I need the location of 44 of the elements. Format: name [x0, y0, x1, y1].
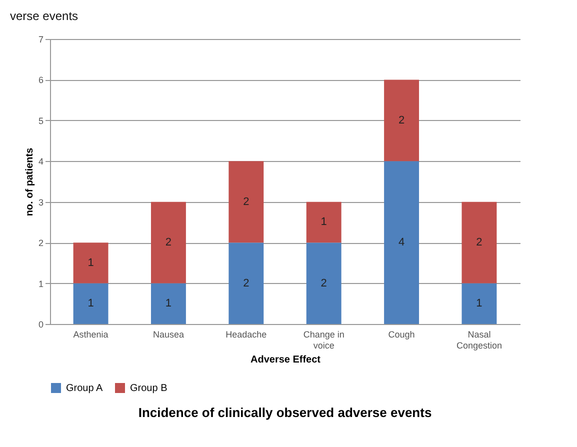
y-tick-label: 5: [38, 116, 44, 126]
data-label: 1: [88, 298, 94, 310]
y-tick-label: 4: [38, 156, 44, 167]
bar: [306, 202, 342, 243]
data-label: 1: [88, 256, 94, 269]
x-tick-label: Change in voice: [303, 330, 344, 350]
x-tick-label: Nausea: [152, 330, 184, 340]
bar: [462, 202, 497, 284]
data-label: 2: [320, 277, 327, 290]
data-label: 2: [243, 277, 250, 290]
y-tick-label: 7: [38, 34, 44, 44]
bar: [73, 283, 108, 324]
x-tick-label: Asthenia: [73, 330, 108, 340]
bar: [384, 80, 420, 162]
bar: [150, 283, 186, 324]
bar: [73, 242, 108, 284]
x-tick-label: Cough: [388, 330, 415, 340]
y-tick-label: 2: [38, 238, 44, 248]
x-tick-label: Headache: [226, 330, 267, 340]
x-tick-label: Nasal Congestion: [456, 330, 502, 350]
y-axis-title: no. of patients: [24, 147, 36, 216]
data-label: 2: [476, 236, 482, 249]
data-label: 2: [243, 196, 250, 208]
bar: [306, 242, 342, 324]
data-label: 1: [165, 298, 172, 310]
bar: [150, 202, 186, 284]
bar: [228, 242, 264, 324]
bar: [228, 161, 264, 243]
bar: [462, 283, 497, 324]
data-label: 2: [398, 114, 405, 126]
y-tick-label: 0: [38, 320, 44, 330]
data-label: 1: [476, 298, 482, 310]
data-label: 2: [165, 236, 172, 249]
data-label: 1: [320, 216, 327, 228]
y-tick-label: 6: [38, 75, 44, 86]
y-tick-label: 1: [38, 278, 44, 289]
text: Incidence of clinically observed adverse events: [138, 405, 432, 420]
bar: [384, 161, 420, 324]
text: verse events: [10, 9, 78, 23]
legend-label: Group A: [66, 383, 104, 394]
data-label: 4: [398, 236, 405, 249]
legend-label: Group B: [130, 383, 168, 394]
x-axis-title: Adverse Effect: [250, 354, 322, 366]
y-tick-label: 3: [38, 197, 44, 208]
